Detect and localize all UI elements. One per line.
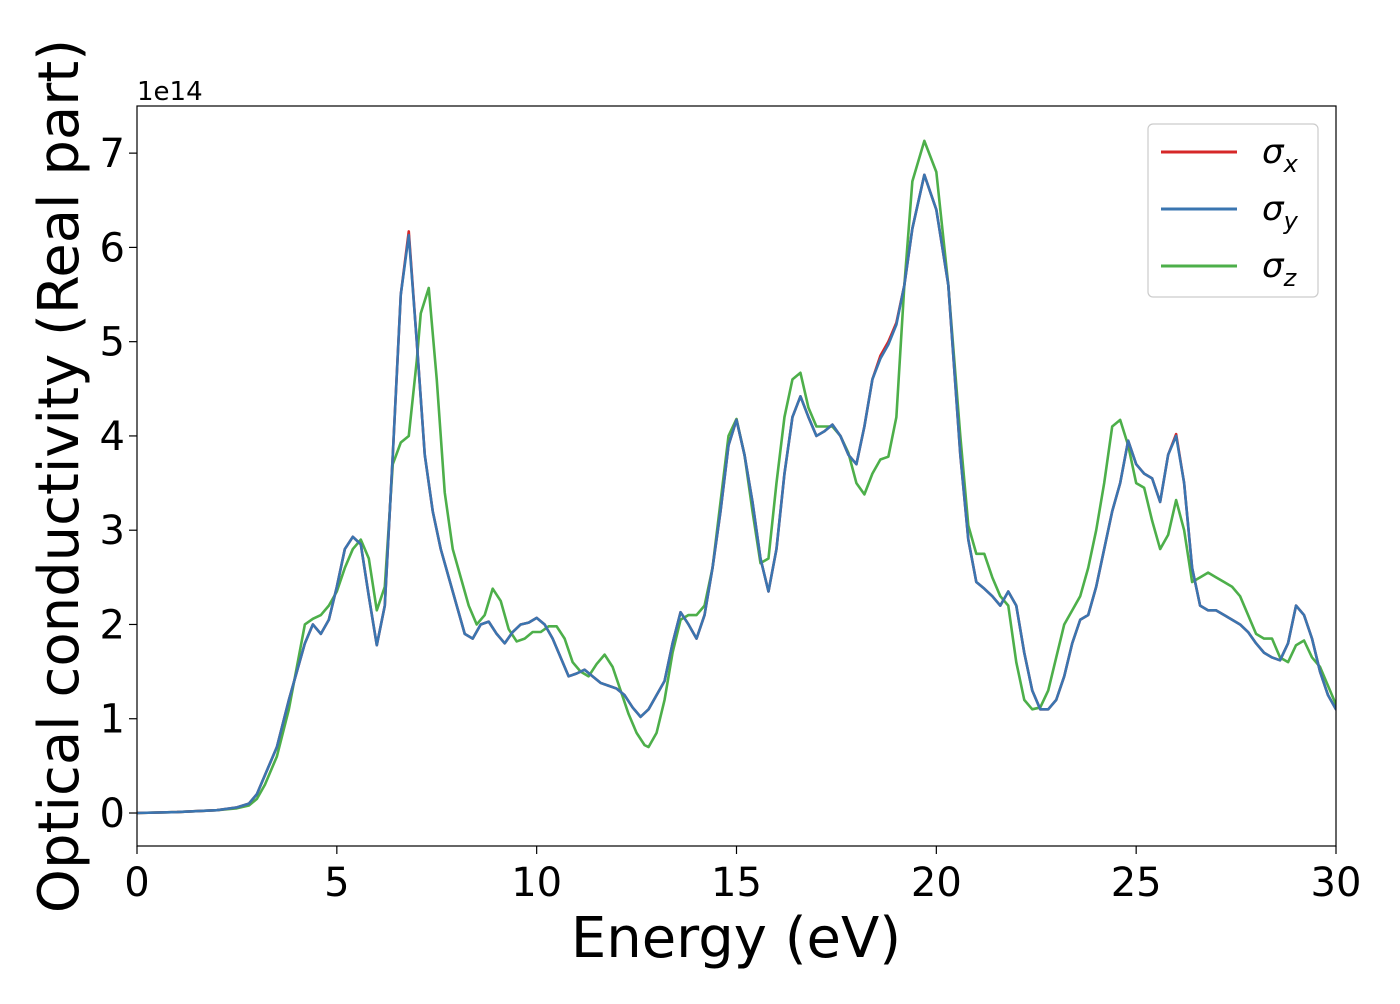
legend-label-z: σz [1262, 246, 1298, 292]
y-axis-title: Optical conductivity (Real part) [27, 39, 92, 913]
y-tick-label: 3 [100, 508, 125, 554]
x-tick-label: 10 [511, 860, 562, 906]
x-tick-label: 30 [1311, 860, 1362, 906]
y-tick-label: 5 [100, 320, 125, 366]
x-tick-label: 25 [1111, 860, 1162, 906]
x-tick-label: 15 [711, 860, 762, 906]
legend: σx σy σz [1147, 123, 1319, 298]
y-tick-label: 1 [100, 697, 125, 743]
x-axis: 0 5 10 15 20 25 30 [124, 846, 1361, 906]
y-tick-label: 6 [100, 225, 125, 271]
y-tick-label: 7 [100, 131, 125, 177]
series-line-z [137, 139, 1336, 815]
y-offset-label: 1e14 [137, 77, 203, 107]
series-layer [137, 139, 1336, 815]
x-tick-label: 20 [911, 860, 962, 906]
series-line-y [137, 173, 1336, 815]
y-axis: 0 1 2 3 4 5 6 7 [100, 131, 137, 837]
y-tick-label: 0 [100, 791, 125, 837]
x-axis-title: Energy (eV) [571, 906, 901, 971]
y-tick-label: 2 [100, 602, 125, 648]
x-tick-label: 0 [124, 860, 149, 906]
legend-label-y: σy [1262, 189, 1299, 235]
legend-label-x: σx [1262, 132, 1299, 178]
x-tick-label: 5 [324, 860, 349, 906]
y-tick-label: 4 [100, 414, 125, 460]
